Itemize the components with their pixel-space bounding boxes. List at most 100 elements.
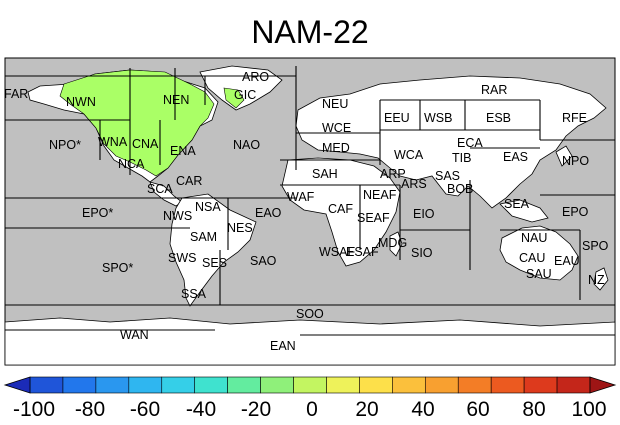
region-label-NAU: NAU — [521, 231, 547, 245]
colorbar-cell — [128, 376, 163, 394]
colorbar-cell — [523, 376, 558, 394]
colorbar-cell — [62, 376, 97, 394]
colorbar-cell — [293, 376, 327, 394]
region-label-FAR: FAR — [4, 87, 28, 101]
region-label-NES: NES — [227, 221, 253, 235]
colorbar-tick-label: 0 — [306, 398, 318, 421]
region-label-EAN: EAN — [270, 339, 296, 353]
region-label-NEU: NEU — [322, 97, 348, 111]
region-label-SAM: SAM — [190, 230, 217, 244]
region-label-WCA: WCA — [394, 148, 424, 162]
region-label-MED: MED — [322, 141, 350, 155]
colorbar-tick-label: 80 — [522, 398, 545, 421]
region-label-WSAF: WSAF — [319, 245, 355, 259]
region-label-ESAF: ESAF — [346, 245, 379, 259]
region-label-SAO: SAO — [250, 254, 277, 268]
map-title: NAM-22 — [251, 14, 369, 50]
colorbar-cell — [326, 376, 360, 394]
colorbar-cell — [29, 376, 64, 394]
japan-land — [555, 145, 573, 167]
region-boundaries — [5, 66, 615, 336]
region-label-WAF: WAF — [287, 190, 315, 204]
colorbar-cell — [556, 376, 591, 394]
region-label-EAU: EAU — [554, 254, 580, 268]
region-label-BOB: BOB — [447, 182, 473, 196]
colorbar-cell — [359, 376, 393, 394]
new-zealand-land — [593, 267, 609, 291]
region-label-SES: SES — [202, 256, 227, 270]
region-label-WAN: WAN — [120, 328, 149, 342]
region-label-EPO-east: EPO — [562, 205, 589, 219]
region-label-ARO: ARO — [242, 70, 269, 84]
region-label-EPO-west: EPO* — [82, 206, 113, 220]
region-label-ARP: ARP — [380, 167, 406, 181]
region-label-RAR: RAR — [481, 83, 507, 97]
region-label-SIO: SIO — [411, 246, 433, 260]
colorbar-tick-labels: -100 -80 -60 -40 -20 0 20 40 60 80 100 — [13, 398, 607, 421]
region-label-EAO: EAO — [255, 206, 282, 220]
colorbar-cell — [392, 376, 426, 394]
region-label-WCE: WCE — [322, 121, 351, 135]
region-label-TIB: TIB — [452, 151, 471, 165]
colorbar-tick-label: 100 — [571, 398, 606, 421]
region-label-CNA: CNA — [132, 137, 159, 151]
region-label-SAU: SAU — [526, 267, 552, 281]
region-labels: FAR NWN NEN ARO GIC RAR NEU WCE EEU WSB … — [4, 70, 609, 353]
region-label-ENA: ENA — [170, 144, 196, 158]
region-label-NCA: NCA — [118, 157, 145, 171]
region-label-NPO-east: NPO — [562, 154, 589, 168]
region-label-SAH: SAH — [312, 167, 338, 181]
greenland-land — [199, 65, 283, 111]
region-label-MDG: MDG — [378, 236, 407, 250]
region-label-SEA: SEA — [504, 197, 530, 211]
region-label-SPO-west: SPO* — [102, 261, 133, 275]
region-label-EEU: EEU — [384, 111, 410, 125]
colorbar-tick-label: 20 — [355, 398, 378, 421]
colorbar-cell — [424, 376, 459, 394]
colorbar-tick-label: -100 — [13, 398, 55, 421]
region-label-WSB: WSB — [424, 111, 452, 125]
region-label-SOO: SOO — [296, 307, 324, 321]
region-label-SEAF: SEAF — [357, 211, 390, 225]
colorbar-cells — [29, 376, 591, 394]
region-label-NEAF: NEAF — [363, 188, 397, 202]
colorbar-cell — [161, 376, 196, 394]
region-label-SPO-east: SPO — [582, 239, 609, 253]
colorbar-cell — [95, 376, 130, 394]
region-label-SSA: SSA — [181, 287, 207, 301]
southeast-asia-islands — [499, 199, 549, 223]
region-label-SAS: SAS — [435, 169, 460, 183]
colorbar-tick-label: 60 — [466, 398, 489, 421]
region-label-SWS: SWS — [168, 251, 196, 265]
colorbar-cell — [227, 376, 261, 394]
region-label-NPO-west: NPO* — [49, 138, 81, 152]
region-label-EAS: EAS — [503, 150, 528, 164]
region-label-GIC: GIC — [234, 88, 256, 102]
colorbar-tick-label: 40 — [411, 398, 434, 421]
region-label-SCA: SCA — [147, 182, 173, 196]
australia-land — [499, 225, 579, 281]
greenland-highlight — [223, 87, 245, 109]
region-label-NSA: NSA — [195, 200, 221, 214]
colorbar-cell — [194, 376, 228, 394]
region-label-NZ: NZ — [588, 273, 605, 287]
region-label-CAF: CAF — [328, 202, 353, 216]
region-label-NWS: NWS — [163, 209, 192, 223]
madagascar-land — [389, 231, 403, 257]
region-label-NWN: NWN — [66, 95, 96, 109]
region-label-NEN: NEN — [163, 93, 189, 107]
region-label-NAO: NAO — [233, 138, 260, 152]
colorbar-cell — [260, 376, 294, 394]
colorbar-tick-label: -60 — [130, 398, 160, 421]
colorbar-right-arrow — [589, 376, 617, 394]
colorbar-cell — [457, 376, 492, 394]
colorbar-tick-label: -20 — [241, 398, 271, 421]
region-label-CAR: CAR — [176, 174, 202, 188]
region-label-WNA: WNA — [98, 135, 128, 149]
region-label-ESB: ESB — [486, 111, 511, 125]
region-label-RFE: RFE — [562, 111, 587, 125]
eurasia-land — [295, 75, 607, 209]
region-label-EIO: EIO — [413, 207, 435, 221]
